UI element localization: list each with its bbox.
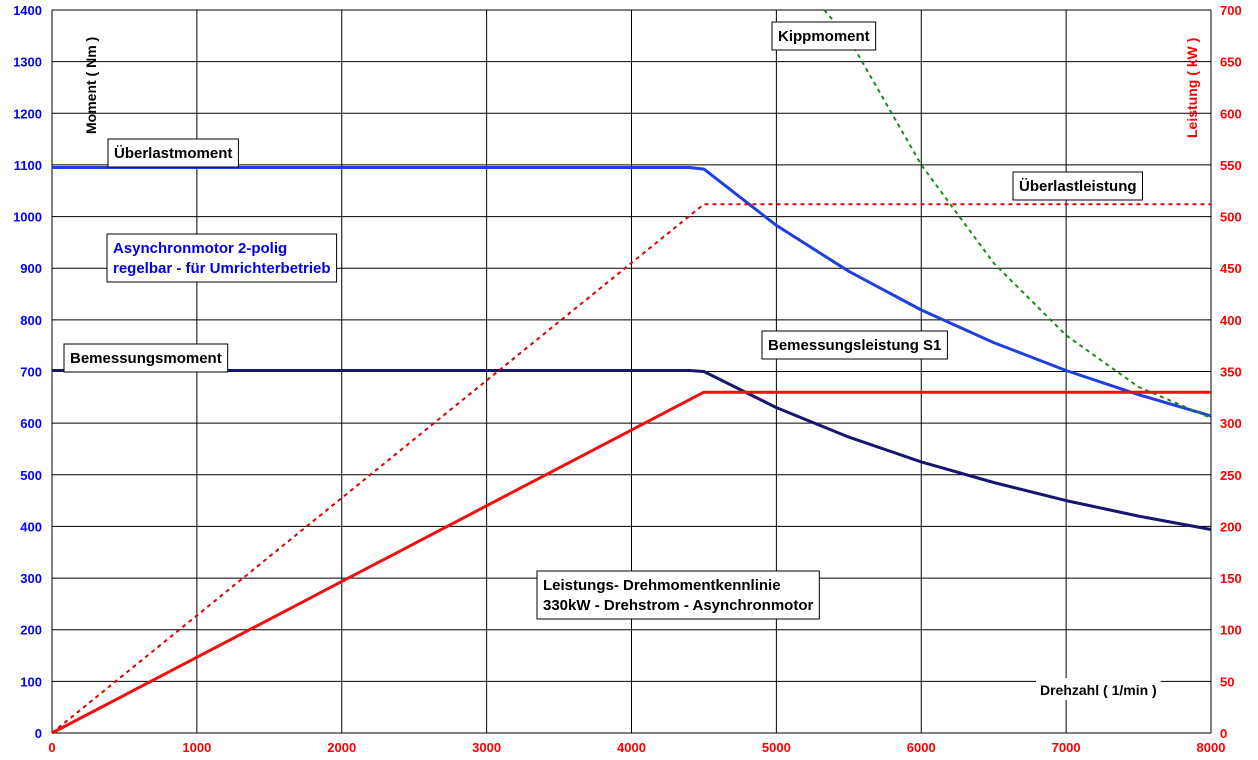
- y-right-tick-label: 300: [1220, 416, 1242, 431]
- overload-power-line: [51, 203, 1211, 734]
- x-tick-label: 2000: [327, 740, 356, 755]
- x-tick-label: 1000: [182, 740, 211, 755]
- y-right-tick-label: 50: [1220, 674, 1234, 689]
- y-right-tick-label: 700: [1220, 3, 1242, 18]
- x-tick-label: 4000: [617, 740, 646, 755]
- gridlines: [51, 9, 1212, 734]
- label-text: Kippmoment: [778, 28, 870, 45]
- y-right-tick-label: 200: [1220, 519, 1242, 534]
- y-right-tick-label: 350: [1220, 365, 1242, 380]
- y-left-tick-label: 100: [20, 674, 42, 689]
- rated-torque-line: [52, 369, 1212, 531]
- label-box: [536, 570, 820, 620]
- y-left-tick-label: 300: [20, 571, 42, 586]
- rated-power-line: [51, 390, 1211, 735]
- y-left-tick-label: 1200: [13, 106, 42, 121]
- motor-type-label: Asynchronmotor 2-polig regelbar - für Umr…: [106, 233, 338, 283]
- label-text: Asynchronmotor 2-polig: [113, 240, 287, 257]
- label-box: [106, 233, 338, 283]
- y-left-tick-label: 500: [20, 468, 42, 483]
- y-right-tick-label: 100: [1220, 623, 1242, 638]
- y-left-tick-label: 0: [35, 726, 42, 741]
- label-text: regelbar - für Umrichterbetrieb: [113, 260, 331, 277]
- label-text: Überlastmoment: [114, 145, 232, 162]
- y-right-tick-label: 650: [1220, 55, 1242, 70]
- y-right-tick-label: 600: [1220, 106, 1242, 121]
- bemessungsmoment-label: Bemessungsmoment: [63, 343, 229, 373]
- tick-labels: 0 1000 2000 3000 4000 5000 6000 7000 80000100200…: [13, 3, 1242, 755]
- x-axis-title-group: Drehzahl ( 1/min ): [1036, 678, 1161, 700]
- kennlinie-label: Leistungs- Drehmomentkennlinie 330kW - Dr…: [536, 570, 820, 620]
- y-left-tick-label: 1000: [13, 210, 42, 225]
- x-axis-title-box: [1036, 678, 1161, 700]
- label-text: Überlastleistung: [1019, 178, 1137, 195]
- overload-torque-line: [52, 166, 1212, 418]
- y-left-axis-title: Moment ( Nm ): [83, 37, 99, 134]
- label-box: [1012, 171, 1143, 201]
- label-box: [771, 21, 877, 51]
- y-right-axis-title: Leistung ( kW ): [1184, 38, 1200, 138]
- label-box: [761, 330, 948, 360]
- y-left-tick-label: 600: [20, 416, 42, 431]
- y-left-tick-label: 900: [20, 261, 42, 276]
- y-right-tick-label: 550: [1220, 158, 1242, 173]
- y-right-tick-label: 500: [1220, 210, 1242, 225]
- kippmoment-label: Kippmoment: [771, 21, 877, 51]
- breakdown-torque-line: [823, 9, 1212, 419]
- x-tick-label: 0: [48, 740, 55, 755]
- ueberlastmoment-label: Überlastmoment: [107, 138, 239, 168]
- y-right-tick-label: 450: [1220, 261, 1242, 276]
- label-text: Bemessungsmoment: [70, 350, 222, 367]
- y-left-tick-label: 200: [20, 623, 42, 638]
- y-left-tick-label: 400: [20, 519, 42, 534]
- y-right-tick-label: 400: [1220, 313, 1242, 328]
- ueberlastleistung-label: Überlastleistung: [1012, 171, 1143, 201]
- y-left-tick-label: 1400: [13, 3, 42, 18]
- y-left-tick-label: 700: [20, 365, 42, 380]
- label-text: Leistungs- Drehmomentkennlinie: [543, 577, 781, 594]
- x-tick-label: 8000: [1197, 740, 1226, 755]
- x-tick-label: 6000: [907, 740, 936, 755]
- label-text: Bemessungsleistung S1: [768, 337, 941, 354]
- y-left-tick-label: 800: [20, 313, 42, 328]
- x-axis-title: Drehzahl ( 1/min ): [1040, 682, 1157, 698]
- data-series: [51, 9, 1212, 735]
- y-right-tick-label: 150: [1220, 571, 1242, 586]
- annotations: Kippmoment Überlastmoment Überlastleistung…: [63, 21, 1143, 620]
- y-right-tick-label: 0: [1220, 726, 1227, 741]
- y-right-tick-label: 250: [1220, 468, 1242, 483]
- y-left-tick-label: 1100: [14, 158, 42, 173]
- axis-titles: Moment ( Nm ) Leistung ( kW ) Drehzahl ( 1…: [83, 37, 1200, 700]
- x-tick-label: 5000: [762, 740, 791, 755]
- x-tick-label: 7000: [1052, 740, 1081, 755]
- label-box: [63, 343, 229, 373]
- bemessungsleistung-label: Bemessungsleistung S1: [761, 330, 948, 360]
- label-box: [107, 138, 239, 168]
- x-tick-label: 3000: [472, 740, 501, 755]
- y-left-tick-label: 1300: [13, 55, 42, 70]
- label-text: 330kW - Drehstrom - Asynchronmotor: [543, 597, 813, 614]
